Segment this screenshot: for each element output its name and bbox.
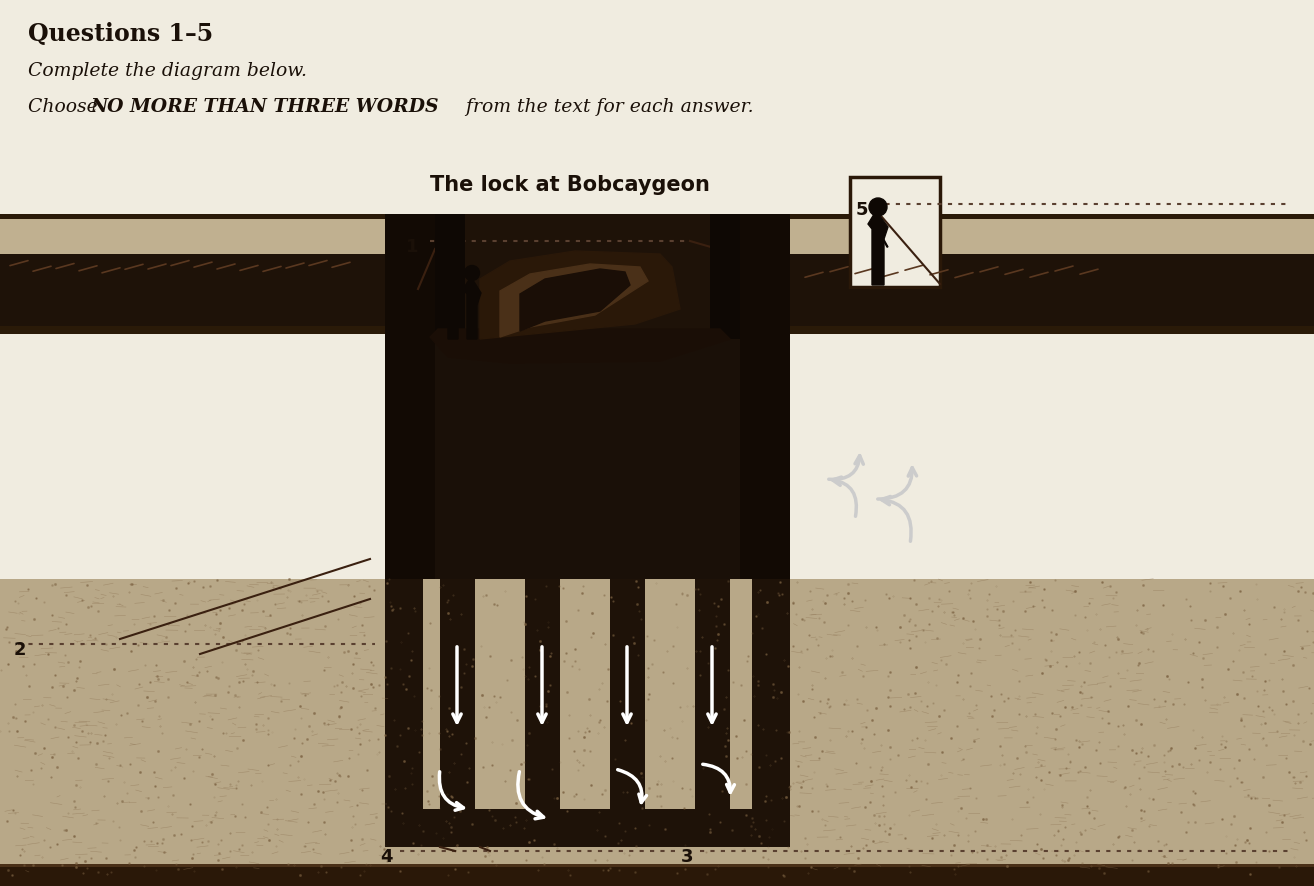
Bar bbox=[385, 214, 790, 579]
Bar bbox=[385, 579, 423, 847]
Polygon shape bbox=[480, 252, 681, 339]
Circle shape bbox=[869, 198, 887, 217]
Polygon shape bbox=[435, 214, 465, 339]
Text: from the text for each answer.: from the text for each answer. bbox=[460, 97, 754, 116]
Text: Choose: Choose bbox=[28, 97, 104, 116]
Bar bbox=[385, 809, 790, 847]
Text: Complete the diagram below.: Complete the diagram below. bbox=[28, 62, 307, 80]
Text: 3: 3 bbox=[681, 847, 692, 865]
Bar bbox=[0, 214, 1314, 220]
Bar bbox=[526, 579, 560, 809]
Text: NO MORE THAN THREE WORDS: NO MORE THAN THREE WORDS bbox=[89, 97, 439, 116]
Polygon shape bbox=[501, 265, 648, 338]
Polygon shape bbox=[463, 277, 481, 339]
Text: 2: 2 bbox=[14, 641, 26, 658]
Bar bbox=[423, 579, 752, 809]
Bar bbox=[610, 579, 645, 809]
Bar bbox=[0, 327, 1314, 335]
Circle shape bbox=[465, 266, 480, 281]
Text: 4: 4 bbox=[381, 847, 393, 865]
Bar bbox=[740, 214, 790, 579]
Polygon shape bbox=[876, 228, 888, 248]
Bar bbox=[752, 579, 790, 847]
Bar bbox=[0, 579, 1314, 886]
Bar bbox=[790, 214, 1314, 335]
Polygon shape bbox=[710, 214, 740, 339]
Bar bbox=[0, 866, 1314, 886]
Bar bbox=[850, 178, 940, 288]
Bar bbox=[790, 254, 1314, 330]
Bar bbox=[435, 330, 740, 579]
Polygon shape bbox=[869, 212, 888, 285]
Polygon shape bbox=[444, 280, 463, 339]
Bar bbox=[695, 579, 731, 809]
Text: Questions 1–5: Questions 1–5 bbox=[28, 22, 213, 46]
Circle shape bbox=[445, 268, 461, 284]
Bar bbox=[0, 254, 385, 330]
Polygon shape bbox=[520, 269, 629, 331]
Bar bbox=[385, 214, 435, 579]
Text: The lock at Bobcaygeon: The lock at Bobcaygeon bbox=[430, 175, 710, 195]
Polygon shape bbox=[430, 330, 731, 363]
Text: 5: 5 bbox=[855, 201, 869, 219]
Bar bbox=[0, 214, 385, 335]
Text: 1: 1 bbox=[406, 237, 418, 256]
Bar bbox=[440, 579, 474, 809]
Bar bbox=[0, 864, 1314, 867]
